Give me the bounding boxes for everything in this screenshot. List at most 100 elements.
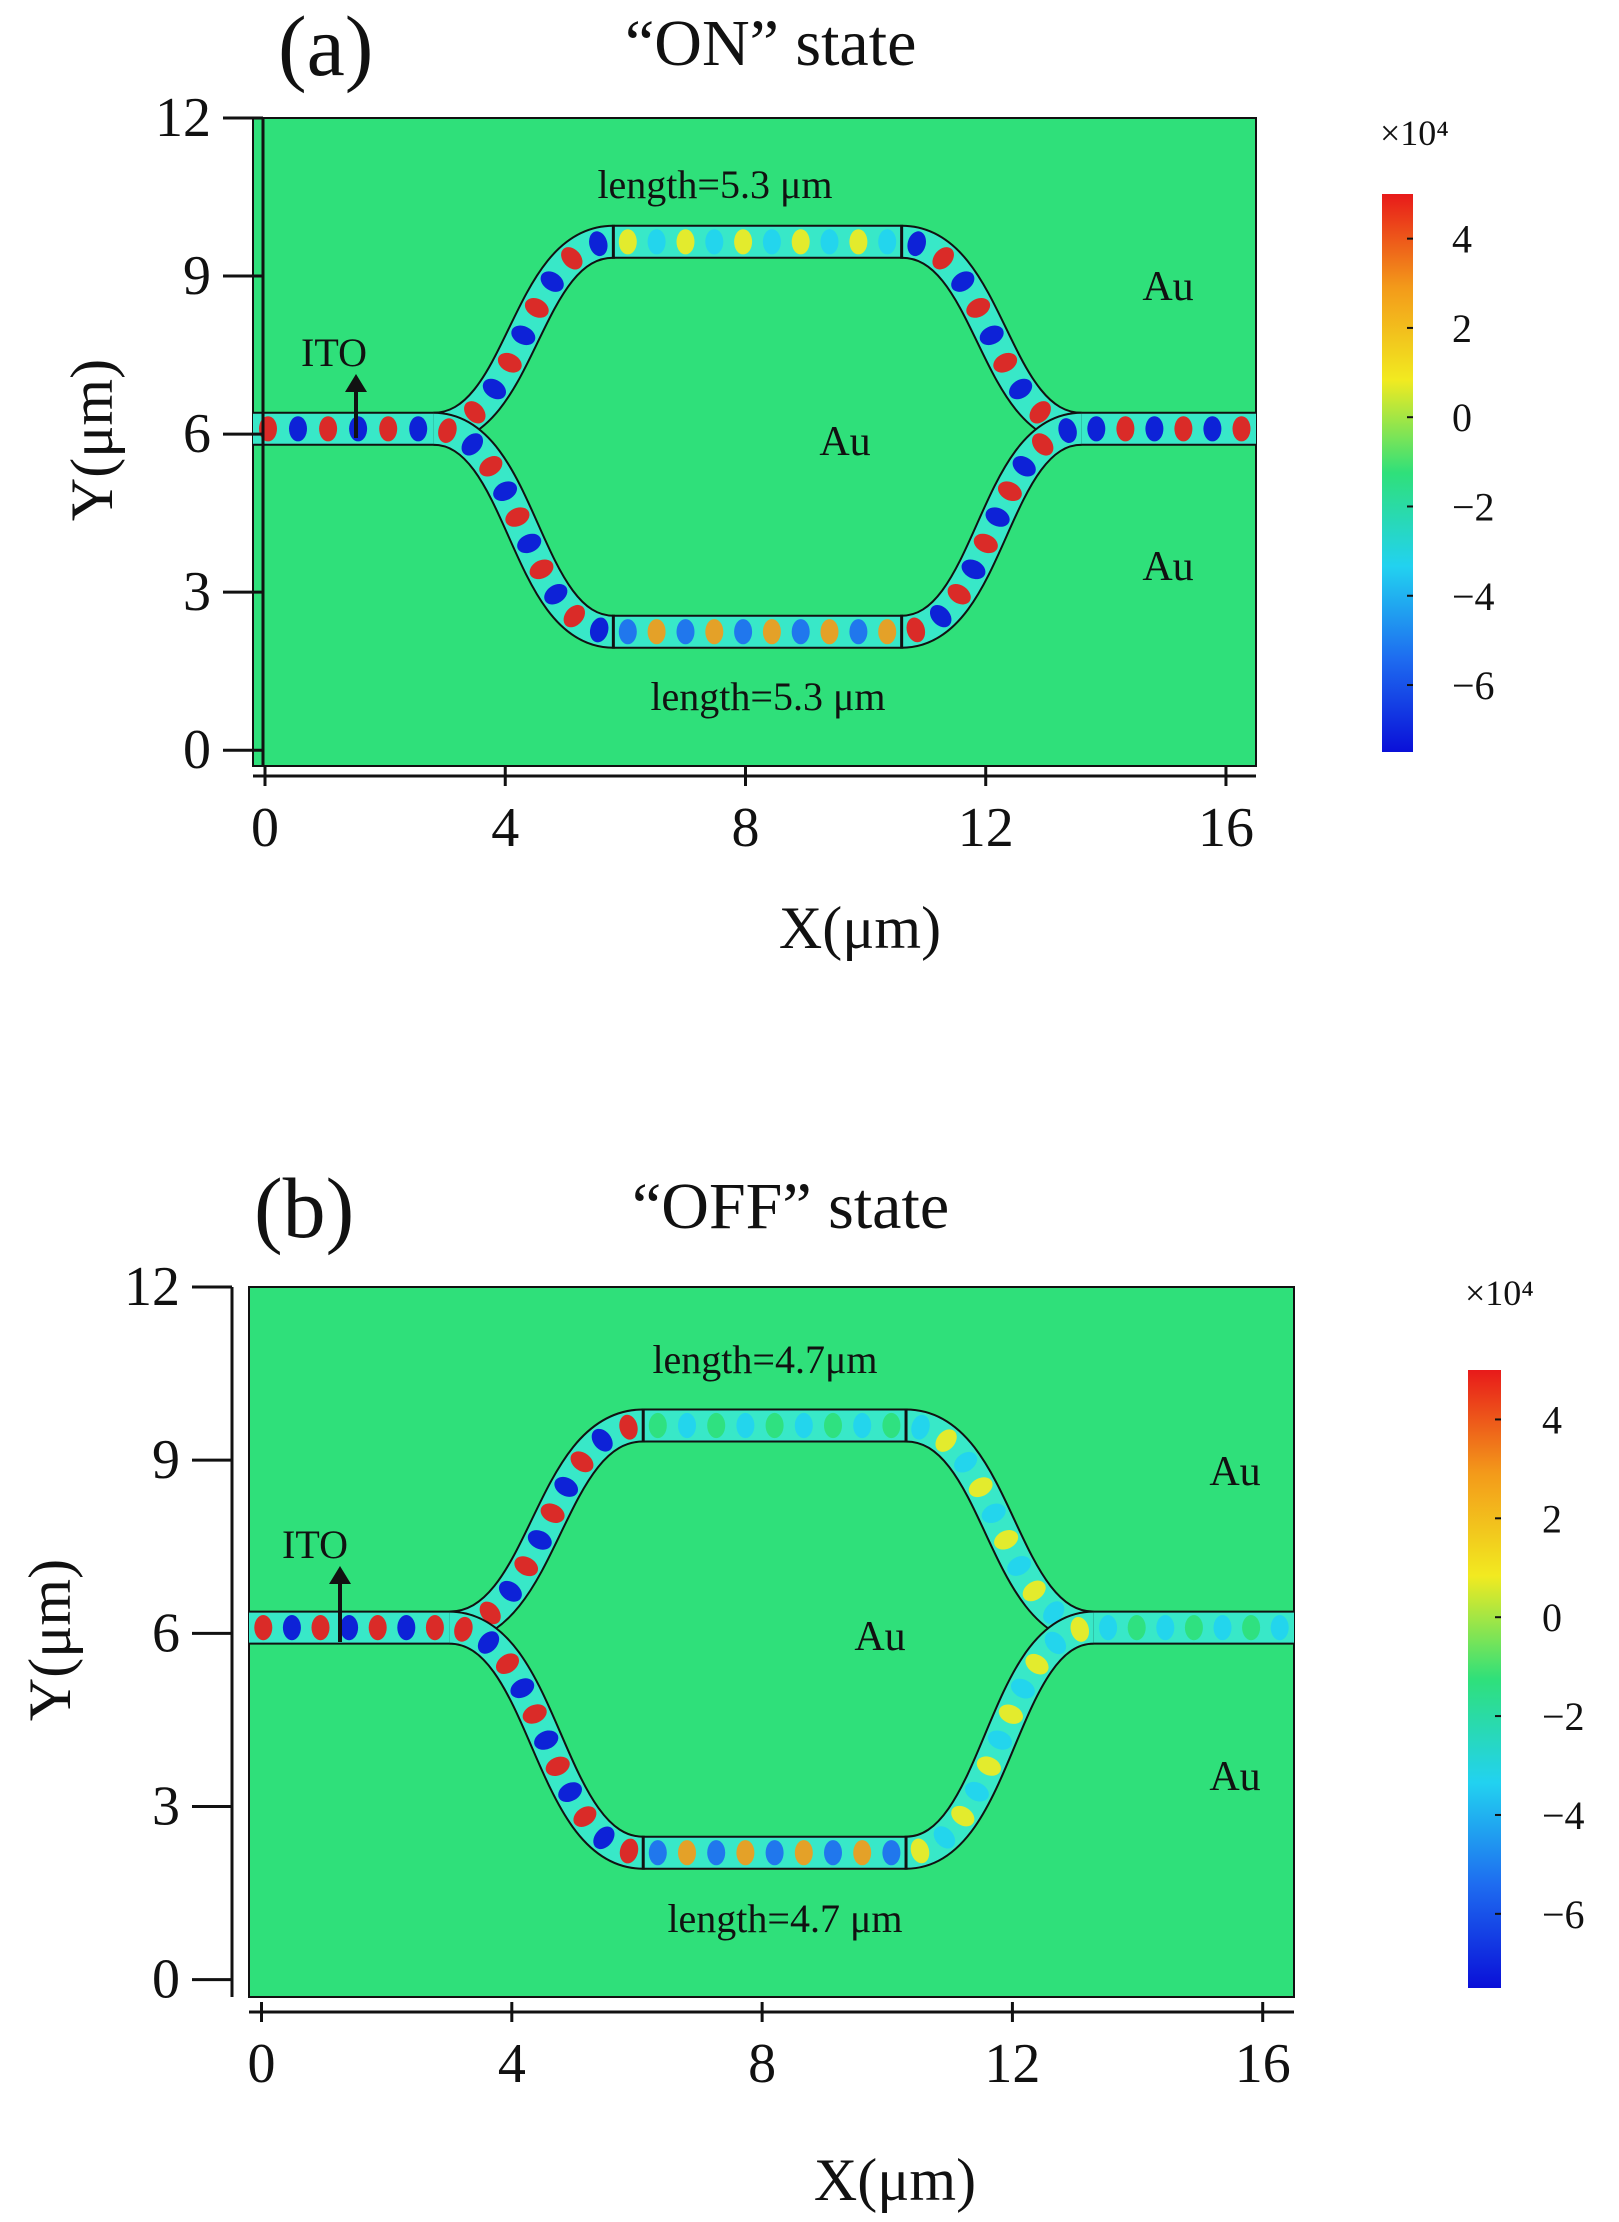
- field-lobe: [477, 1631, 500, 1654]
- y-axis-label: Y(μm): [17, 1559, 83, 1721]
- waveguide-lower-bend-left: [447, 1610, 645, 1870]
- waveguide-input: [249, 1610, 450, 1645]
- field-lobe: [558, 1782, 583, 1803]
- field-lobe: [517, 533, 542, 554]
- field-lobe: [1174, 416, 1193, 442]
- field-lobe: [289, 416, 307, 442]
- field-lobe: [368, 1615, 387, 1641]
- field-lobe: [985, 507, 1010, 527]
- x-tick-label: 16: [1198, 797, 1254, 859]
- colorbar-scale-label: ×10⁴: [1380, 113, 1449, 153]
- colorbar-ticks: 4 2 0 −2 −4 −6: [1495, 1397, 1585, 1937]
- y-axis: 0 3 6 9 12: [124, 1256, 234, 2011]
- ito-label: ITO: [282, 1522, 348, 1567]
- colorbar-scale-label: ×10⁴: [1465, 1273, 1534, 1313]
- field-lobe: [1025, 1653, 1049, 1675]
- field-lobe: [929, 604, 952, 628]
- field-lobe: [762, 229, 781, 255]
- panel-label: (b): [254, 1160, 354, 1256]
- au-label-upper-right: Au: [1142, 264, 1193, 310]
- y-tick-label: 0: [152, 1949, 180, 2011]
- waveguide-bottom-arm: [613, 614, 902, 649]
- au-label-center: Au: [819, 419, 870, 465]
- field-lobe: [524, 298, 549, 318]
- field-lobe: [882, 1412, 901, 1439]
- field-layer: [249, 1408, 1294, 1870]
- x-axis: 0 4 8 12 16: [248, 2002, 1294, 2095]
- field-lobe: [409, 416, 428, 442]
- field-lobe: [1232, 416, 1251, 442]
- field-lobe: [1043, 1601, 1065, 1624]
- field-lobe: [707, 1840, 726, 1866]
- field-lobe: [933, 1826, 956, 1849]
- field-lobe: [705, 229, 724, 255]
- y-tick-label: 9: [183, 245, 211, 307]
- field-lobe: [648, 1412, 667, 1439]
- field-lobe: [987, 1730, 1013, 1750]
- panel-title: “OFF” state: [632, 1170, 949, 1243]
- field-lobe: [464, 401, 486, 424]
- field-lobe: [794, 1840, 813, 1866]
- x-axis-label: X(μm): [779, 895, 941, 961]
- field-lobe: [907, 231, 926, 257]
- field-lobe: [1009, 378, 1033, 400]
- waveguide-output: [1093, 1610, 1294, 1645]
- field-lobe: [973, 533, 998, 554]
- field-lobe: [254, 1615, 273, 1641]
- colorbar-tick-label: 0: [1542, 1595, 1562, 1640]
- field-lobe: [1213, 1615, 1232, 1641]
- field-lobe: [591, 1428, 613, 1452]
- field-lobe: [676, 619, 695, 645]
- field-lobe: [1087, 416, 1106, 442]
- bottom-arm-length-label: length=5.3 μm: [650, 674, 885, 719]
- colorbar-gradient: [1382, 194, 1413, 752]
- field-lobe: [540, 271, 564, 292]
- field-lobe: [824, 1412, 842, 1439]
- field-lobe: [522, 1704, 547, 1724]
- field-lobe: [997, 481, 1022, 502]
- waveguide-output: [1081, 411, 1256, 446]
- au-label-lower-right: Au: [1209, 1754, 1260, 1800]
- field-lobe: [947, 583, 971, 605]
- field-lobe: [882, 1840, 901, 1866]
- y-tick-label: 12: [155, 87, 211, 149]
- top-arm-length-label: length=4.7μm: [652, 1337, 877, 1382]
- field-lobe: [1010, 1678, 1035, 1699]
- colorbar-tick-label: 2: [1542, 1496, 1562, 1541]
- field-lobe: [979, 325, 1004, 346]
- field-lobe: [676, 229, 695, 255]
- ito-arrow: [329, 1566, 351, 1642]
- colorbar-tick-label: −4: [1542, 1793, 1585, 1838]
- field-lobe: [961, 559, 986, 580]
- bottom-arm-length-label: length=4.7 μm: [667, 1896, 902, 1941]
- waveguide-input: [253, 411, 434, 446]
- waveguide-top-arm: [613, 224, 902, 259]
- colorbar-tick-label: −6: [1542, 1892, 1585, 1937]
- field-lobe: [425, 1615, 444, 1641]
- x-axis-label: X(μm): [814, 2147, 976, 2213]
- x-tick-label: 4: [491, 797, 519, 859]
- field-lobe: [1270, 1615, 1289, 1641]
- waveguide-top-arm: [643, 1408, 906, 1443]
- field-lobe: [678, 1412, 696, 1439]
- field-lobe: [849, 619, 868, 645]
- colorbar-tick-label: −2: [1452, 484, 1495, 529]
- waveguide-upper-bend-right: [904, 1408, 1096, 1645]
- field-lobe: [734, 619, 753, 645]
- field-lobe: [438, 418, 457, 443]
- field-lobe: [397, 1615, 416, 1641]
- field-lobe: [563, 604, 586, 628]
- field-layer: [253, 224, 1256, 649]
- waveguide-lower-bend-right: [904, 1610, 1096, 1870]
- x-tick-label: 0: [251, 797, 279, 859]
- field-lobe: [993, 352, 1018, 373]
- field-lobe: [454, 1616, 473, 1642]
- field-lobe: [647, 619, 666, 645]
- field-lobe: [497, 352, 522, 373]
- field-lobe: [647, 229, 666, 255]
- field-lobe: [1184, 1615, 1203, 1641]
- field-lobe: [954, 1451, 978, 1473]
- field-lobe: [878, 229, 897, 255]
- field-lobe: [1127, 1615, 1146, 1641]
- waveguide-lower-bend-left: [431, 411, 616, 649]
